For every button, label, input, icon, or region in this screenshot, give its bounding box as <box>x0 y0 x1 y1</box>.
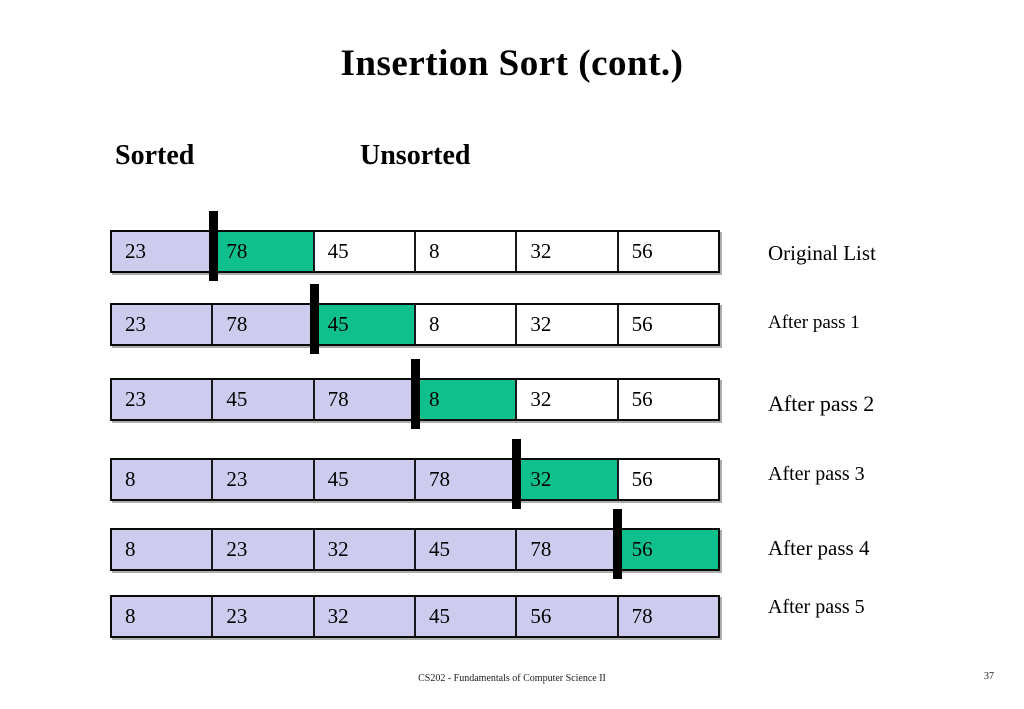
array-cell-sorted: 8 <box>112 460 212 499</box>
array-cell-sorted: 23 <box>112 380 212 419</box>
array-cell-sorted: 45 <box>413 530 516 569</box>
array-cell-sorted: 23 <box>211 597 313 636</box>
array-cell-sorted: 78 <box>616 597 718 636</box>
array-cell-inserting: 56 <box>616 530 718 569</box>
page-number: 37 <box>984 671 994 682</box>
pass-label-1: Original List <box>768 241 876 265</box>
array-cell-sorted: 32 <box>312 597 414 636</box>
array-cell-inserting: 32 <box>515 460 617 499</box>
footer-course: CS202 - Fundamentals of Computer Science… <box>418 673 606 684</box>
array-cell-sorted: 32 <box>312 530 414 569</box>
array-cell-sorted: 78 <box>211 305 313 344</box>
array-cell-unsorted: 45 <box>312 232 414 271</box>
array-cell-sorted: 56 <box>515 597 617 636</box>
pass-label-3: After pass 2 <box>768 391 875 416</box>
pass-label-6: After pass 5 <box>768 596 865 618</box>
sort-row-6: 8 23 32 45 56 78 <box>110 595 720 638</box>
array-cell-sorted: 78 <box>515 530 617 569</box>
array-cell-sorted: 23 <box>112 305 212 344</box>
array-cell-inserting: 8 <box>413 380 516 419</box>
array-cell-sorted: 78 <box>413 460 516 499</box>
pass-label-4: After pass 3 <box>768 463 865 485</box>
unsorted-heading: Unsorted <box>360 140 471 171</box>
sort-row-2: 23 78 45 8 32 56 <box>110 303 720 346</box>
array-cell-unsorted: 8 <box>413 232 516 271</box>
array-cell-sorted: 23 <box>211 530 313 569</box>
array-cell-inserting: 45 <box>312 305 414 344</box>
array-cell-unsorted: 32 <box>515 380 617 419</box>
sort-row-1: 23 78 45 8 32 56 <box>110 230 720 273</box>
slide-title: Insertion Sort (cont.) <box>340 43 684 84</box>
array-cell-sorted: 45 <box>211 380 313 419</box>
array-cell-sorted: 8 <box>112 597 212 636</box>
insert-position-bar <box>209 211 218 281</box>
array-cell-unsorted: 32 <box>515 232 617 271</box>
sort-row-5: 8 23 32 45 78 56 <box>110 528 720 571</box>
array-cell-sorted: 23 <box>112 232 212 271</box>
pass-label-5: After pass 4 <box>768 536 870 560</box>
insert-position-bar <box>310 284 319 354</box>
insert-position-bar <box>512 439 521 509</box>
array-cell-sorted: 78 <box>312 380 414 419</box>
array-cell-unsorted: 56 <box>616 232 718 271</box>
array-cell-sorted: 23 <box>211 460 313 499</box>
insert-position-bar <box>411 359 420 429</box>
insert-position-bar <box>613 509 622 579</box>
array-cell-unsorted: 8 <box>413 305 516 344</box>
array-cell-unsorted: 56 <box>616 460 718 499</box>
array-cell-inserting: 78 <box>211 232 313 271</box>
sort-row-4: 8 23 45 78 32 56 <box>110 458 720 501</box>
sorted-heading: Sorted <box>115 140 195 171</box>
array-cell-unsorted: 56 <box>616 380 718 419</box>
array-cell-sorted: 45 <box>312 460 414 499</box>
array-cell-unsorted: 56 <box>616 305 718 344</box>
array-cell-sorted: 8 <box>112 530 212 569</box>
array-cell-unsorted: 32 <box>515 305 617 344</box>
pass-label-2: After pass 1 <box>768 312 860 333</box>
array-cell-sorted: 45 <box>413 597 516 636</box>
